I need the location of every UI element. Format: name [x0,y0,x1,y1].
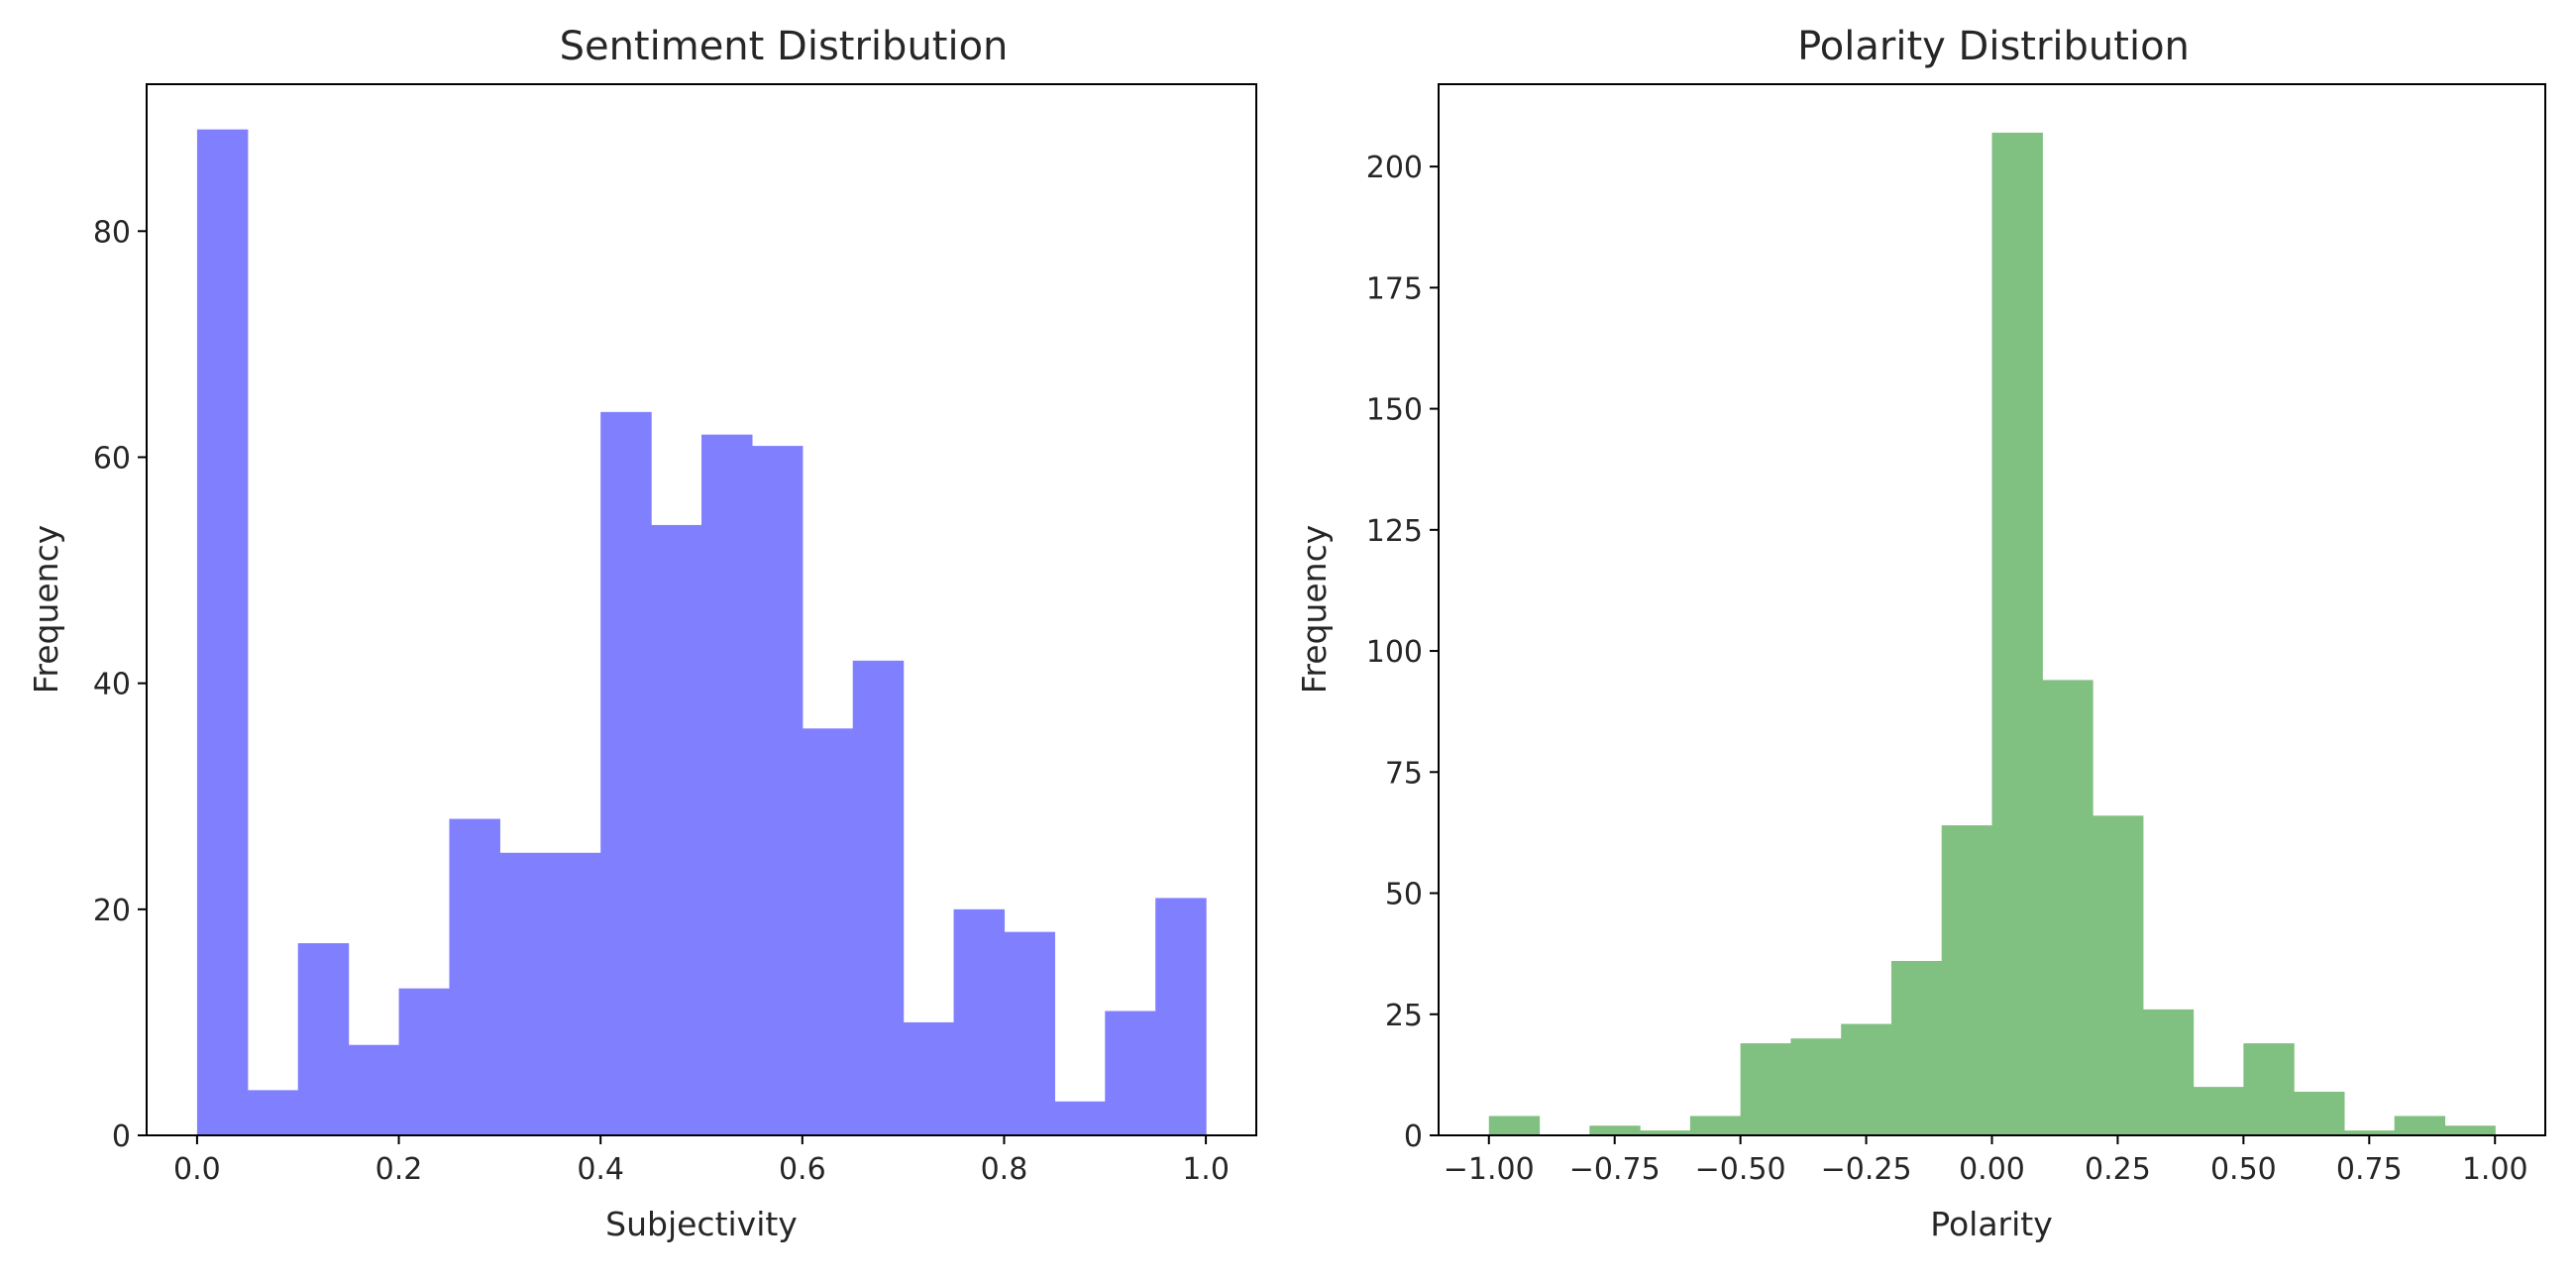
sentiment-bar [651,524,702,1135]
sentiment-bar [247,1090,299,1135]
polarity-x-tick-label: 0.25 [2085,1152,2151,1187]
polarity-x-tick-label: −1.00 [1444,1152,1535,1187]
sentiment-chart-title: Sentiment Distribution [560,24,1009,69]
polarity-x-tick-label: 0.50 [2210,1152,2277,1187]
sentiment-chart: Sentiment Distribution 0.0 0.2 0.4 0.6 0.8 1.… [27,24,1257,1243]
polarity-x-tick-label: 0.00 [1959,1152,2025,1187]
polarity-bar [1488,1116,1541,1135]
polarity-bar [2142,1009,2195,1135]
sentiment-x-tick-label: 0.2 [376,1152,423,1187]
sentiment-bar [1105,1011,1156,1135]
sentiment-y-axis: 0 20 40 60 80 [93,215,147,1154]
polarity-x-tick-label: 0.75 [2336,1152,2403,1187]
polarity-bar [2294,1091,2345,1135]
sentiment-x-tick-label: 0.6 [779,1152,826,1187]
sentiment-bar [802,728,854,1135]
polarity-y-tick-label: 175 [1366,271,1423,306]
polarity-bars [1488,132,2496,1135]
polarity-bar [1689,1116,1742,1135]
polarity-bar [1790,1038,1842,1135]
polarity-x-tick-label: −0.50 [1695,1152,1786,1187]
polarity-y-tick-label: 200 [1366,151,1423,185]
polarity-bar [1941,825,1993,1135]
polarity-bar [2243,1043,2295,1135]
sentiment-plot-frame [146,83,1257,1136]
sentiment-bar [499,852,551,1135]
sentiment-bar [701,434,753,1136]
sentiment-bar [348,1044,400,1135]
polarity-y-tick-label: 50 [1385,878,1423,912]
sentiment-x-tick-label: 0.8 [981,1152,1028,1187]
sentiment-bar [600,411,652,1135]
polarity-bar [1991,132,2043,1135]
sentiment-bar [398,988,451,1135]
polarity-y-axis: 0 25 50 75 100 125 150 175 200 [1366,151,1439,1154]
sentiment-bar [1155,898,1207,1135]
polarity-chart-title: Polarity Distribution [1797,24,2190,69]
polarity-bar [2193,1087,2244,1135]
polarity-x-tick-label: 1.00 [2462,1152,2528,1187]
polarity-y-tick-label: 0 [1404,1120,1423,1154]
polarity-y-tick-label: 25 [1385,999,1423,1033]
sentiment-y-axis-label: Frequency [27,525,65,693]
polarity-bar [1589,1125,1641,1135]
polarity-x-axis-label: Polarity [1930,1205,2053,1243]
polarity-y-tick-label: 100 [1366,635,1423,670]
polarity-x-tick-label: −0.75 [1569,1152,1661,1187]
polarity-x-axis: −1.00 −0.75 −0.50 −0.25 0.00 0.25 0.50 0.75 1.00 [1444,1135,2528,1187]
polarity-bar [1740,1043,1792,1135]
polarity-bar [2093,815,2144,1135]
polarity-bar [1640,1130,1691,1135]
polarity-x-tick-label: −0.25 [1821,1152,1912,1187]
polarity-bar [2394,1116,2446,1135]
polarity-y-tick-label: 75 [1385,756,1423,791]
sentiment-y-tick-label: 40 [93,668,131,702]
sentiment-y-tick-label: 60 [93,441,131,476]
polarity-bar [1890,960,1943,1135]
polarity-chart: Polarity Distribution −1.00 −0.75 −0.50 −0.… [1295,24,2546,1243]
sentiment-y-tick-label: 80 [93,215,131,250]
sentiment-y-tick-label: 0 [112,1120,131,1154]
sentiment-bar [1054,1101,1106,1135]
sentiment-bar [903,1021,955,1135]
sentiment-x-tick-label: 0.0 [173,1152,221,1187]
sentiment-bar [953,908,1006,1135]
sentiment-bar [550,852,601,1135]
sentiment-bar [449,818,500,1135]
polarity-bar [2343,1130,2396,1135]
sentiment-bar [852,660,905,1135]
sentiment-bar [751,446,804,1135]
polarity-y-tick-label: 150 [1366,393,1423,428]
polarity-y-tick-label: 125 [1366,514,1423,549]
polarity-bar [2042,680,2093,1135]
sentiment-bar [297,943,350,1135]
sentiment-x-axis: 0.0 0.2 0.4 0.6 0.8 1.0 [173,1135,1230,1187]
sentiment-bar [196,129,249,1136]
sentiment-x-tick-label: 0.4 [577,1152,624,1187]
polarity-bar [2444,1125,2496,1135]
sentiment-x-axis-label: Subjectivity [605,1205,798,1243]
polarity-y-axis-label: Frequency [1295,525,1334,693]
sentiment-bars [196,129,1207,1136]
sentiment-y-tick-label: 20 [93,894,131,928]
sentiment-x-tick-label: 1.0 [1182,1152,1230,1187]
polarity-bar [1841,1023,1892,1135]
sentiment-bar [1004,931,1055,1135]
